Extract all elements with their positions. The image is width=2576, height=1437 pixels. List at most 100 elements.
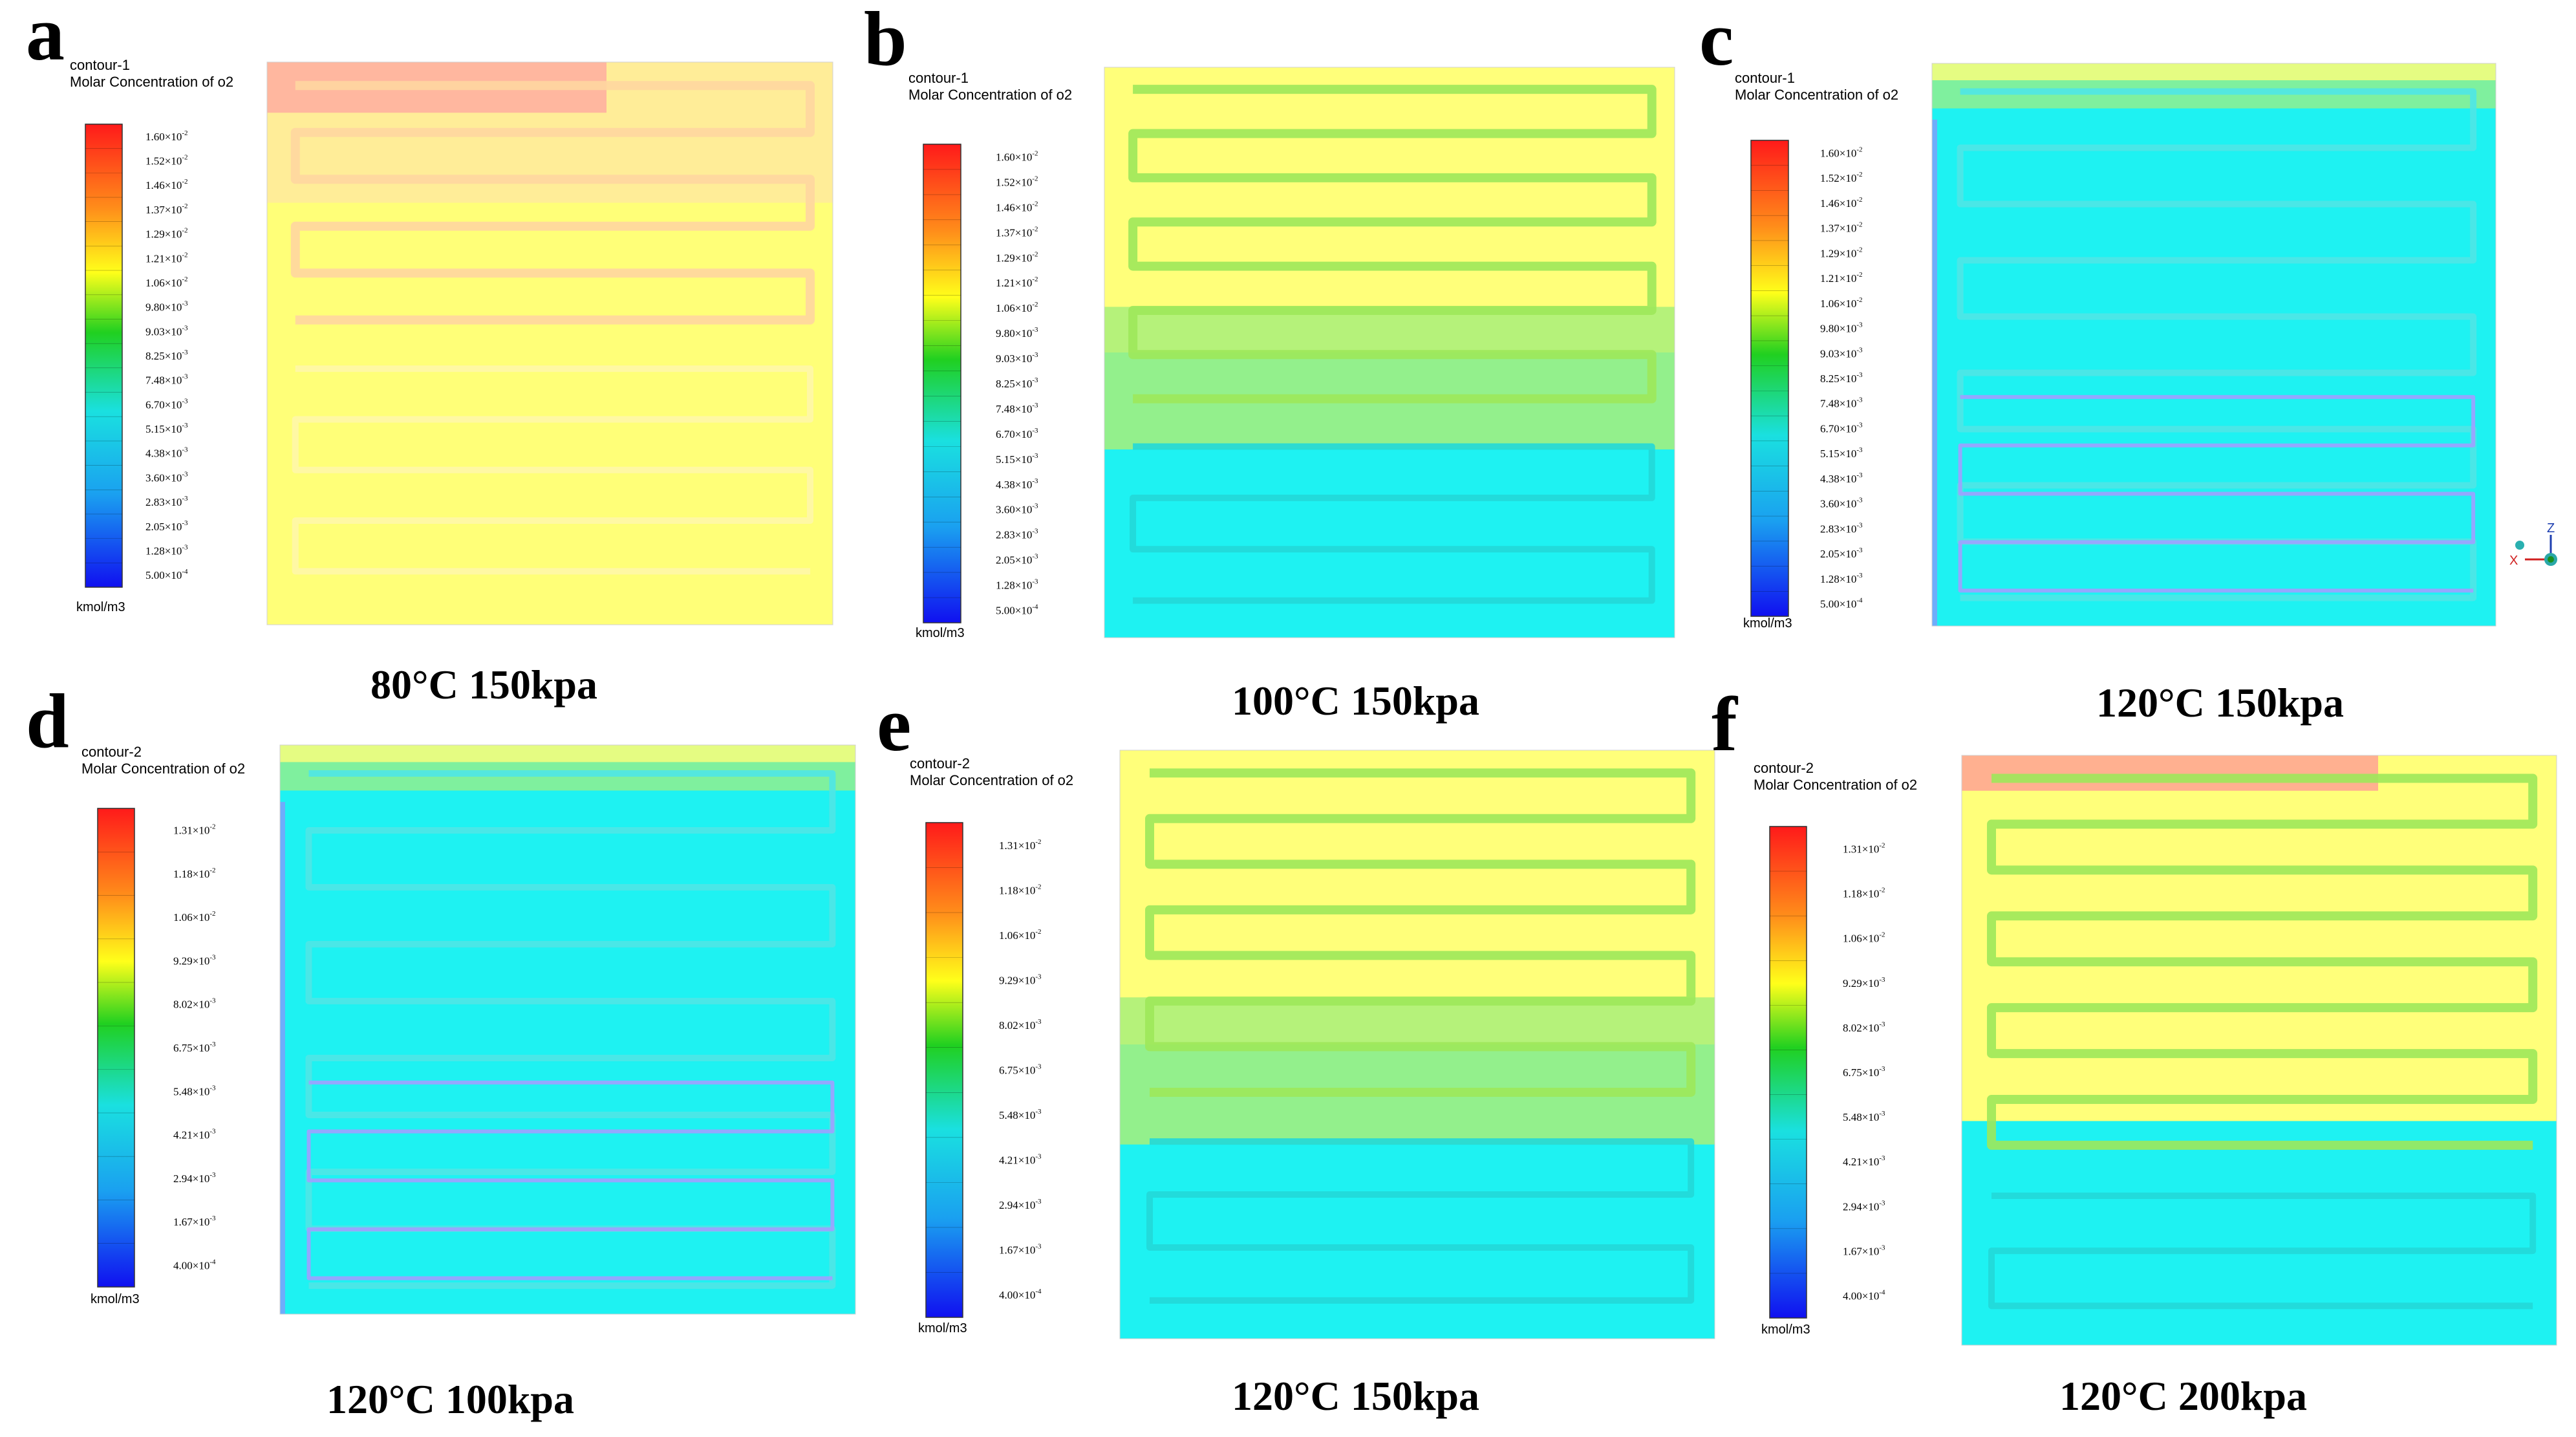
panel-letter: a	[26, 0, 65, 76]
colorbar-tick-label: 1.67×10-3	[1843, 1244, 1885, 1257]
contour-quantity: Molar Concentration of o2	[81, 761, 245, 777]
contour-name: contour-2	[81, 744, 142, 760]
contour-name: contour-2	[1754, 760, 1814, 776]
colorbar-tick-label: 1.52×10-2	[145, 154, 188, 167]
colorbar-tick-label: 9.80×10-3	[1820, 321, 1863, 335]
colorbar-tick-label: 2.83×10-3	[996, 528, 1038, 541]
colorbar-tick-label: 3.60×10-3	[145, 470, 188, 484]
colorbar-tick-label: 4.21×10-3	[173, 1128, 216, 1141]
colorbar-tick-label: 5.00×10-4	[1820, 597, 1863, 610]
panel-letter: d	[26, 678, 69, 764]
colorbar-tick-label: 2.83×10-3	[145, 495, 188, 508]
colorbar-tick-label: 6.75×10-3	[173, 1041, 216, 1054]
colorbar-tick-label: 1.67×10-3	[173, 1215, 216, 1228]
colorbar-tick-label: 4.21×10-3	[1843, 1154, 1885, 1168]
panel-letter: e	[877, 681, 911, 767]
colorbar-tick-label: 9.03×10-3	[996, 351, 1038, 365]
colorbar-tick-label: 8.25×10-3	[145, 349, 188, 362]
panel-letter: b	[864, 0, 907, 81]
contour-plot	[279, 744, 856, 1315]
colorbar-tick-label: 7.48×10-3	[1820, 396, 1863, 410]
colorbar-tick-label: 3.60×10-3	[996, 502, 1038, 516]
colorbar-tick-label: 4.38×10-3	[1820, 471, 1863, 485]
contour-quantity: Molar Concentration of o2	[1754, 777, 1917, 793]
colorbar-tick-label: 7.48×10-3	[996, 402, 1038, 415]
colorbar-unit: kmol/m3	[1743, 616, 1792, 631]
colorbar-tick-label: 1.67×10-3	[999, 1243, 1042, 1257]
colorbar-tick-label: 2.94×10-3	[1843, 1199, 1885, 1213]
colorbar-tick-label: 5.48×10-3	[1843, 1110, 1885, 1123]
colorbar-unit: kmol/m3	[76, 600, 125, 614]
colorbar-tick-label: 1.21×10-2	[996, 276, 1038, 289]
colorbar-tick-label: 1.06×10-2	[999, 928, 1042, 942]
colorbar-tick-label: 1.46×10-2	[996, 200, 1038, 213]
colorbar-tick-label: 7.48×10-3	[145, 373, 188, 387]
colorbar-tick-label: 1.31×10-2	[999, 838, 1042, 852]
colorbar-tick-label: 1.29×10-2	[145, 227, 188, 241]
colorbar-tick-label: 2.05×10-3	[1820, 546, 1863, 560]
contour-name: contour-1	[908, 70, 969, 86]
colorbar-tick-label: 6.75×10-3	[1843, 1065, 1885, 1079]
colorbar-tick-label: 1.31×10-2	[173, 823, 216, 837]
contour-plot	[1961, 755, 2557, 1346]
colorbar-tick-label: 1.28×10-3	[1820, 572, 1863, 585]
colorbar	[923, 144, 961, 623]
contour-quantity: Molar Concentration of o2	[70, 74, 233, 90]
colorbar-unit: kmol/m3	[91, 1292, 140, 1306]
panel-letter: c	[1699, 0, 1733, 81]
contour-quantity: Molar Concentration of o2	[910, 772, 1073, 788]
colorbar-tick-label: 9.29×10-3	[999, 973, 1042, 986]
colorbar-tick-label: 5.00×10-4	[996, 603, 1038, 617]
colorbar-tick-label: 1.29×10-2	[1820, 246, 1863, 259]
colorbar-tick-label: 1.06×10-2	[1820, 296, 1863, 310]
colorbar-tick-label: 1.46×10-2	[145, 178, 188, 191]
colorbar-tick-label: 1.06×10-2	[173, 910, 216, 924]
colorbar-tick-label: 1.60×10-2	[1820, 146, 1863, 159]
colorbar-tick-label: 1.21×10-2	[145, 251, 188, 265]
contour-plot	[266, 61, 833, 625]
colorbar	[925, 822, 963, 1318]
colorbar-tick-label: 9.03×10-3	[1820, 346, 1863, 360]
colorbar-unit: kmol/m3	[916, 626, 965, 640]
colorbar-tick-label: 3.60×10-3	[1820, 497, 1863, 510]
colorbar-tick-label: 6.70×10-3	[145, 397, 188, 411]
axis-z-label: Z	[2547, 521, 2555, 535]
panel-caption: 120°C 100kpa	[327, 1376, 574, 1422]
colorbar-tick-label: 4.00×10-4	[173, 1258, 216, 1271]
contour-plot	[1119, 750, 1715, 1339]
panel-caption: 100°C 150kpa	[1232, 678, 1479, 724]
colorbar-tick-label: 2.94×10-3	[173, 1171, 216, 1185]
colorbar	[1769, 826, 1807, 1319]
colorbar-tick-label: 1.29×10-2	[996, 250, 1038, 264]
colorbar-tick-label: 1.28×10-3	[145, 543, 188, 557]
colorbar-tick-label: 4.00×10-4	[1843, 1288, 1885, 1302]
colorbar-tick-label: 1.21×10-2	[1820, 271, 1863, 285]
colorbar-tick-label: 4.38×10-3	[145, 446, 188, 460]
contour-quantity: Molar Concentration of o2	[1735, 87, 1898, 103]
colorbar-tick-label: 1.52×10-2	[1820, 171, 1863, 184]
colorbar-tick-label: 1.46×10-2	[1820, 196, 1863, 210]
colorbar-tick-label: 1.18×10-2	[999, 883, 1042, 896]
contour-plot	[1931, 63, 2496, 627]
panel-caption: 120°C 150kpa	[1232, 1373, 1479, 1419]
colorbar-tick-label: 8.02×10-3	[999, 1018, 1042, 1032]
colorbar-tick-label: 2.83×10-3	[1820, 521, 1863, 535]
colorbar-tick-label: 4.38×10-3	[996, 477, 1038, 491]
colorbar-tick-label: 4.00×10-4	[999, 1288, 1042, 1301]
colorbar-tick-label: 5.48×10-3	[173, 1084, 216, 1097]
colorbar-tick-label: 9.29×10-3	[173, 953, 216, 967]
colorbar-tick-label: 2.05×10-3	[145, 519, 188, 533]
colorbar-tick-label: 5.15×10-3	[145, 422, 188, 435]
colorbar-tick-label: 1.60×10-2	[145, 129, 188, 143]
colorbar-tick-label: 9.29×10-3	[1843, 976, 1885, 989]
axis-x-label: X	[2509, 554, 2518, 568]
colorbar-tick-label: 5.00×10-4	[145, 568, 188, 581]
colorbar-tick-label: 1.37×10-2	[1820, 221, 1863, 235]
contour-plot	[1104, 67, 1675, 638]
contour-name: contour-2	[910, 755, 970, 772]
colorbar-tick-label: 8.02×10-3	[173, 997, 216, 1011]
